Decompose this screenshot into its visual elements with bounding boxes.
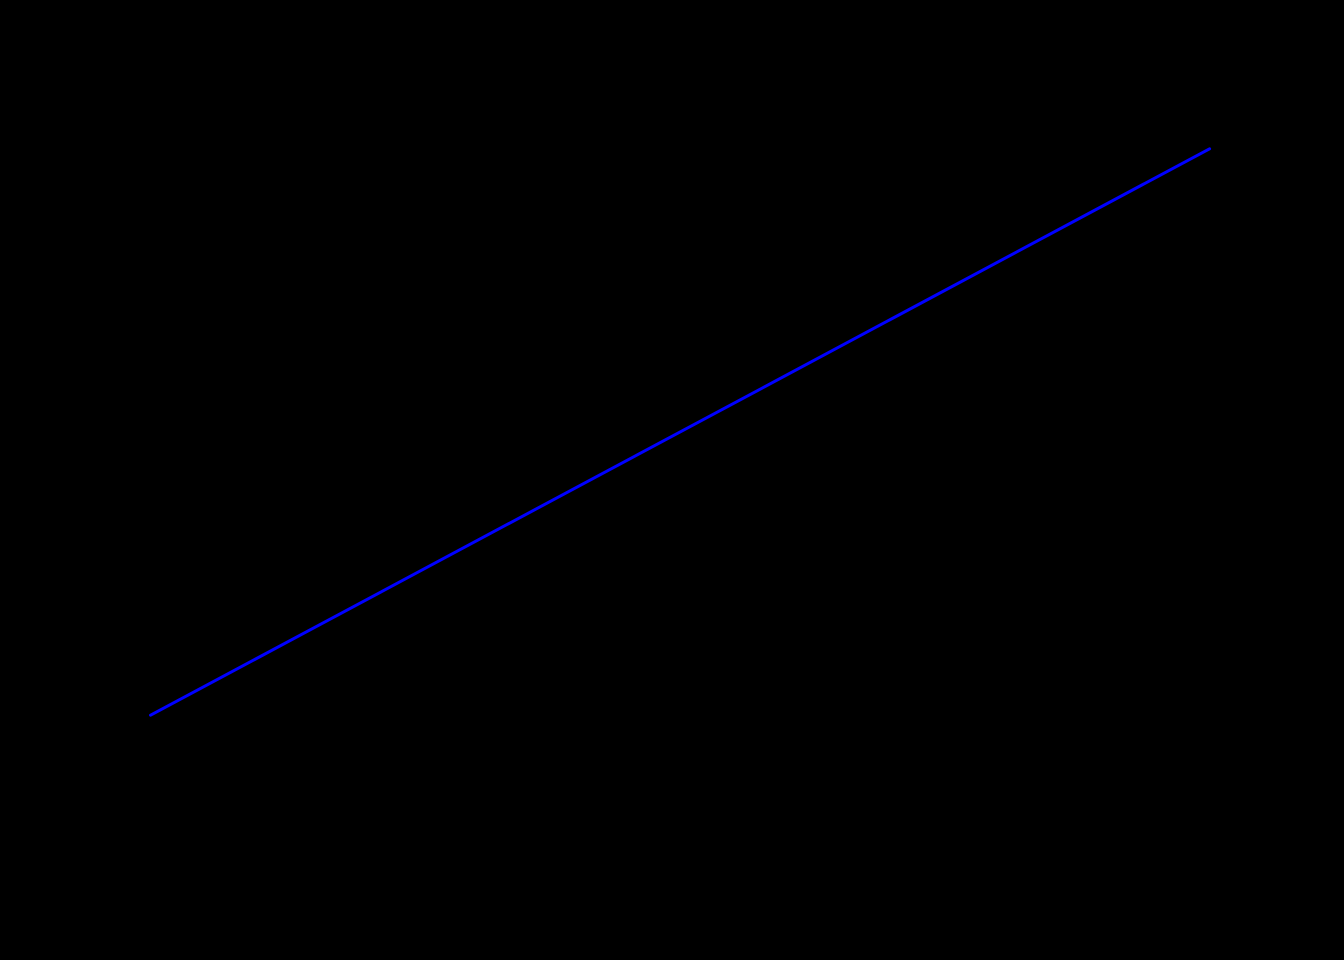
chart-background <box>0 0 1344 960</box>
line-chart <box>0 0 1344 960</box>
